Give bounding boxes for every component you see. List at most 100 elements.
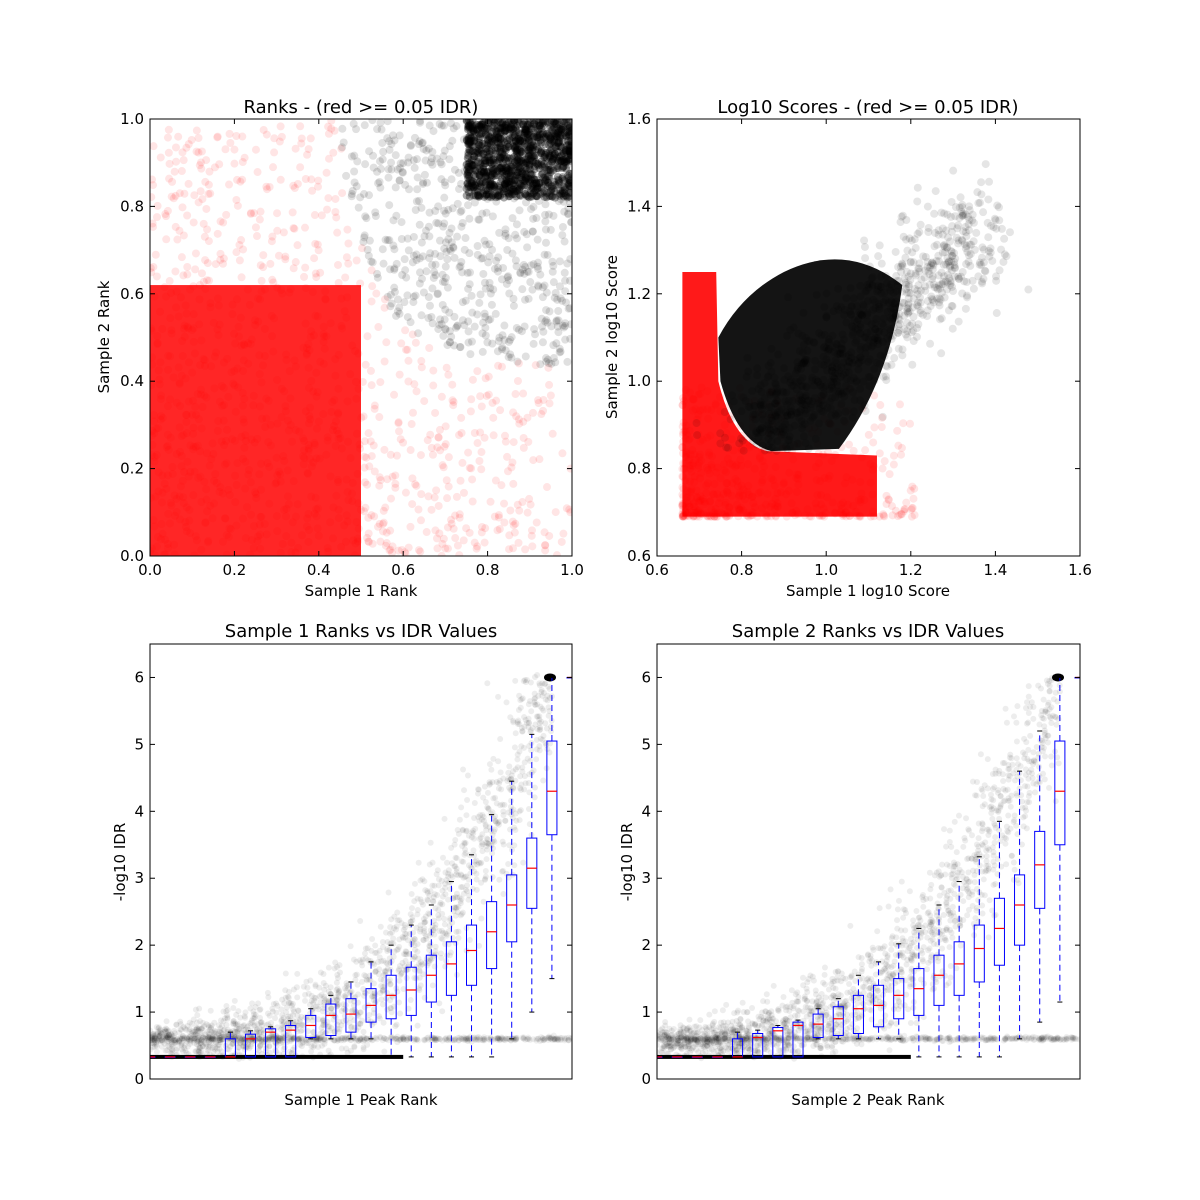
ranks-black-point [545,175,554,184]
ranks-red-point [344,239,353,248]
ranks-red-point [279,228,288,237]
ranks-black-point [499,167,508,176]
scores-black-point [839,416,848,425]
ranks-black-point [536,360,545,369]
ranks-red-point [489,431,498,440]
scores-black-point [906,321,915,330]
ranks-red-point [410,380,419,389]
sample1-idr-idr-point [387,959,394,966]
scores-red-point [734,504,743,513]
scores-red-point [756,488,765,497]
ranks-black-point [474,215,483,224]
ranks-red-point [297,134,306,143]
ranks-red-point [202,485,211,494]
ranks-red-point [151,492,160,501]
ranks-red-point [402,345,411,354]
ranks-black-point [504,276,513,285]
ranks-red-point [269,278,278,287]
ranks-red-point [519,389,528,398]
ranks-black-point [354,203,363,212]
ranks-red-point [150,546,155,555]
ranks-black-point [364,251,373,260]
ranks-red-point [281,252,290,261]
ranks-black-point [392,311,401,320]
ranks-black-point [485,182,494,191]
ranks-red-point [566,508,572,517]
scores-black-point [951,264,960,273]
ranks-black-point [465,280,474,289]
sample1-idr-idr-point [489,873,496,880]
ranks-red-point [324,547,333,556]
ranks-red-point [183,270,192,279]
scores-black-point [898,260,907,269]
sample1-idr-idr-point [400,926,407,933]
ranks-red-point [301,263,310,272]
scores-black-point [692,419,701,428]
scores-black-point [771,399,780,408]
ranks-red-point [342,511,351,520]
sample1-idr-idr-point [478,915,485,922]
ranks-black-point [516,148,525,157]
ranks-black-point [469,126,478,135]
ranks-black-point [481,312,490,321]
scores-red-point [894,441,903,450]
scores-black-point [784,396,793,405]
ranks-red-point [396,435,405,444]
ranks-red-point [300,453,309,462]
ranks-red-point [311,311,320,320]
ranks-black-point [406,318,415,327]
ranks-red-point [540,528,549,537]
ranks-red-point [207,455,216,464]
ranks-black-point [531,157,540,166]
ranks-black-point [434,325,443,334]
ranks-black-point [531,128,540,137]
ranks-black-point [491,146,500,155]
scores-black-point [980,266,989,275]
ranks-red-point [262,130,271,139]
scores-black-point [784,293,793,302]
ranks-red-point [276,175,285,184]
ranks-black-point [511,147,520,156]
scores-black-point [874,252,883,261]
ranks-black-point [431,249,440,258]
ranks-black-point [536,270,545,279]
ranks-red-point [470,429,479,438]
ranks-red-point [353,534,362,543]
scores-black-point [948,324,957,333]
scores-black-point [856,281,865,290]
ranks-black-point [511,143,520,152]
ranks-red-point [291,426,300,435]
ranks-red-point [553,551,562,556]
scores-black-point [944,258,953,267]
ranks-red-point [362,453,371,462]
ranks-black-point [383,134,392,143]
ranks-red-point [211,260,220,269]
scores-red-point [679,485,688,494]
ranks-black-point [505,289,514,298]
ranks-red-point [214,301,223,310]
ranks-red-point [175,423,184,432]
ranks-red-point [202,393,211,402]
ranks-red-point [150,551,159,556]
ranks-red-point [158,413,167,422]
scores-red-point [697,383,706,392]
scores-black-point [829,307,838,316]
ranks-black-point [409,232,418,241]
ranks-black-point [464,154,473,163]
scores-black-point [992,276,1001,285]
ranks-black-point [491,135,500,144]
ranks-red-point [216,217,225,226]
scores-black-point [862,310,871,319]
ranks-red-point [465,463,474,472]
ranks-red-point [465,528,474,537]
ranks-red-point [565,505,572,514]
ranks-black-point [450,341,459,350]
ranks-red-point [164,509,173,518]
ranks-red-point [151,250,160,259]
ranks-red-point [150,219,157,228]
ranks-black-point [545,135,554,144]
ranks-red-point [177,451,186,460]
scores-black-point [749,410,758,419]
ranks-black-point [404,153,413,162]
ranks-red-point [452,492,461,501]
